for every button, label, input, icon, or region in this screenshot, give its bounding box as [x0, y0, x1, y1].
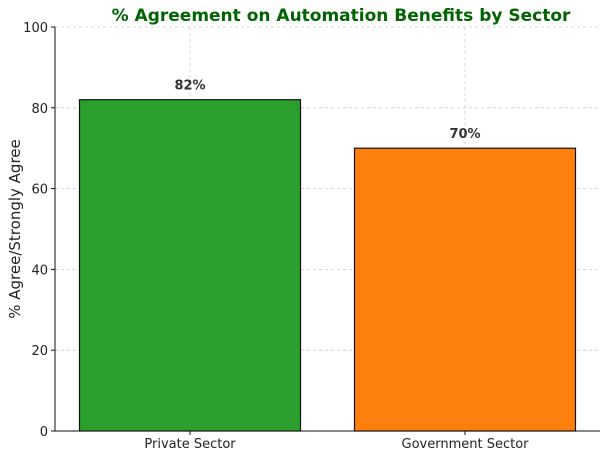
data-label: 82%	[174, 79, 205, 94]
chart-title: % Agreement on Automation Benefits by Se…	[112, 6, 571, 26]
y-tick-label: 0	[40, 425, 48, 440]
data-label: 70%	[449, 127, 480, 142]
y-axis-label: % Agree/Strongly Agree	[6, 139, 24, 319]
y-tick-label: 100	[23, 21, 48, 36]
y-tick-label: 60	[31, 183, 48, 198]
x-tick-label: Private Sector	[144, 437, 236, 452]
x-tick-label: Government Sector	[402, 437, 530, 452]
bars: 82% 70%	[78, 79, 577, 432]
axes: 0 20 40 60 80 100 Private Sector Government Sec…	[23, 21, 600, 452]
bar-private-sector	[78, 99, 302, 432]
y-tick-label: 80	[31, 102, 48, 117]
y-tick-label: 40	[31, 263, 48, 278]
bar-government-sector	[353, 147, 577, 432]
y-tick-label: 20	[31, 344, 48, 359]
